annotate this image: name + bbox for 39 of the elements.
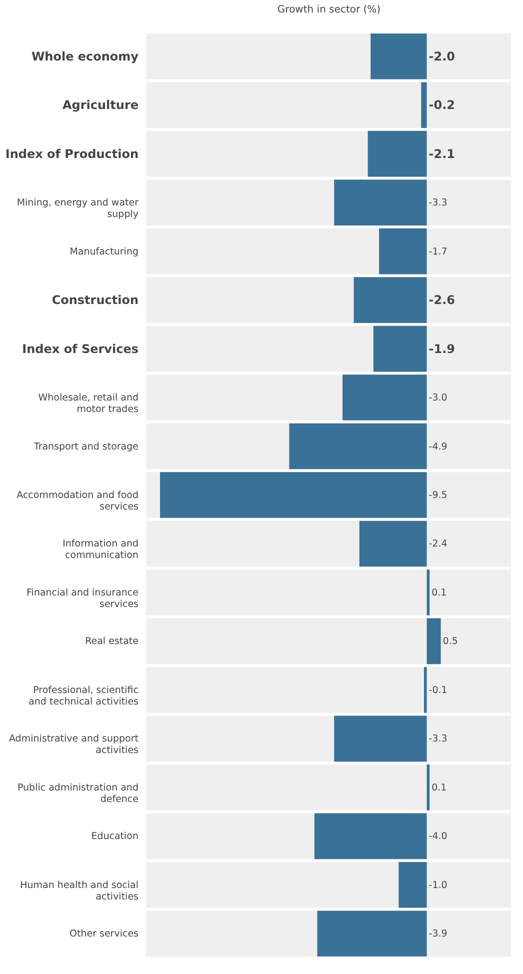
data-label: -9.5 bbox=[428, 490, 448, 501]
data-label: -2.4 bbox=[428, 538, 448, 550]
y-tick-label: Human health and social activities bbox=[20, 880, 139, 902]
x-axis-title: Growth in sector (%) bbox=[277, 4, 381, 16]
data-label: -3.9 bbox=[428, 928, 448, 940]
y-tick-label: Real estate bbox=[85, 636, 139, 648]
y-tick-label: Whole economy bbox=[31, 49, 139, 64]
y-tick-label: Agriculture bbox=[62, 98, 138, 112]
y-tick-label: Accommodation and food services bbox=[16, 490, 139, 512]
y-tick-label: Financial and insurance services bbox=[26, 587, 139, 610]
y-tick-label: Administrative and support activities bbox=[8, 734, 139, 756]
data-label: 0.5 bbox=[442, 636, 458, 648]
y-tick-label: Professional, scientific and technical activities bbox=[28, 684, 139, 708]
y-tick-label: Manufacturing bbox=[70, 246, 138, 258]
y-tick-label: Mining, energy and water supply bbox=[16, 198, 139, 220]
data-label: -2.1 bbox=[428, 146, 456, 161]
data-label: -2.0 bbox=[428, 49, 456, 64]
data-label: -3.3 bbox=[428, 734, 448, 745]
data-label: -0.2 bbox=[428, 98, 456, 112]
data-label: -4.0 bbox=[428, 831, 448, 842]
data-label: 0.1 bbox=[432, 782, 447, 794]
data-label: -1.9 bbox=[428, 342, 456, 356]
data-label: -2.6 bbox=[428, 293, 456, 308]
data-label: -3.3 bbox=[428, 198, 448, 209]
data-label: 0.1 bbox=[432, 587, 447, 598]
y-tick-label: Information and communication bbox=[62, 538, 138, 562]
y-tick-label: Public administration and defence bbox=[17, 782, 139, 805]
y-tick-label: Wholesale, retail and motor trades bbox=[38, 392, 139, 416]
y-tick-label: Construction bbox=[52, 293, 138, 308]
y-tick-label: Other services bbox=[70, 928, 139, 940]
y-tick-label: Transport and storage bbox=[32, 441, 139, 452]
data-label: -4.9 bbox=[428, 441, 448, 452]
y-tick-label: Index of Production bbox=[5, 146, 138, 161]
y-tick-label: Education bbox=[91, 831, 138, 842]
data-label: -1.0 bbox=[428, 880, 448, 891]
data-label: -0.1 bbox=[428, 684, 448, 696]
data-label: -3.0 bbox=[428, 392, 448, 404]
data-label: -1.7 bbox=[428, 246, 448, 258]
y-tick-label: Index of Services bbox=[22, 342, 138, 356]
